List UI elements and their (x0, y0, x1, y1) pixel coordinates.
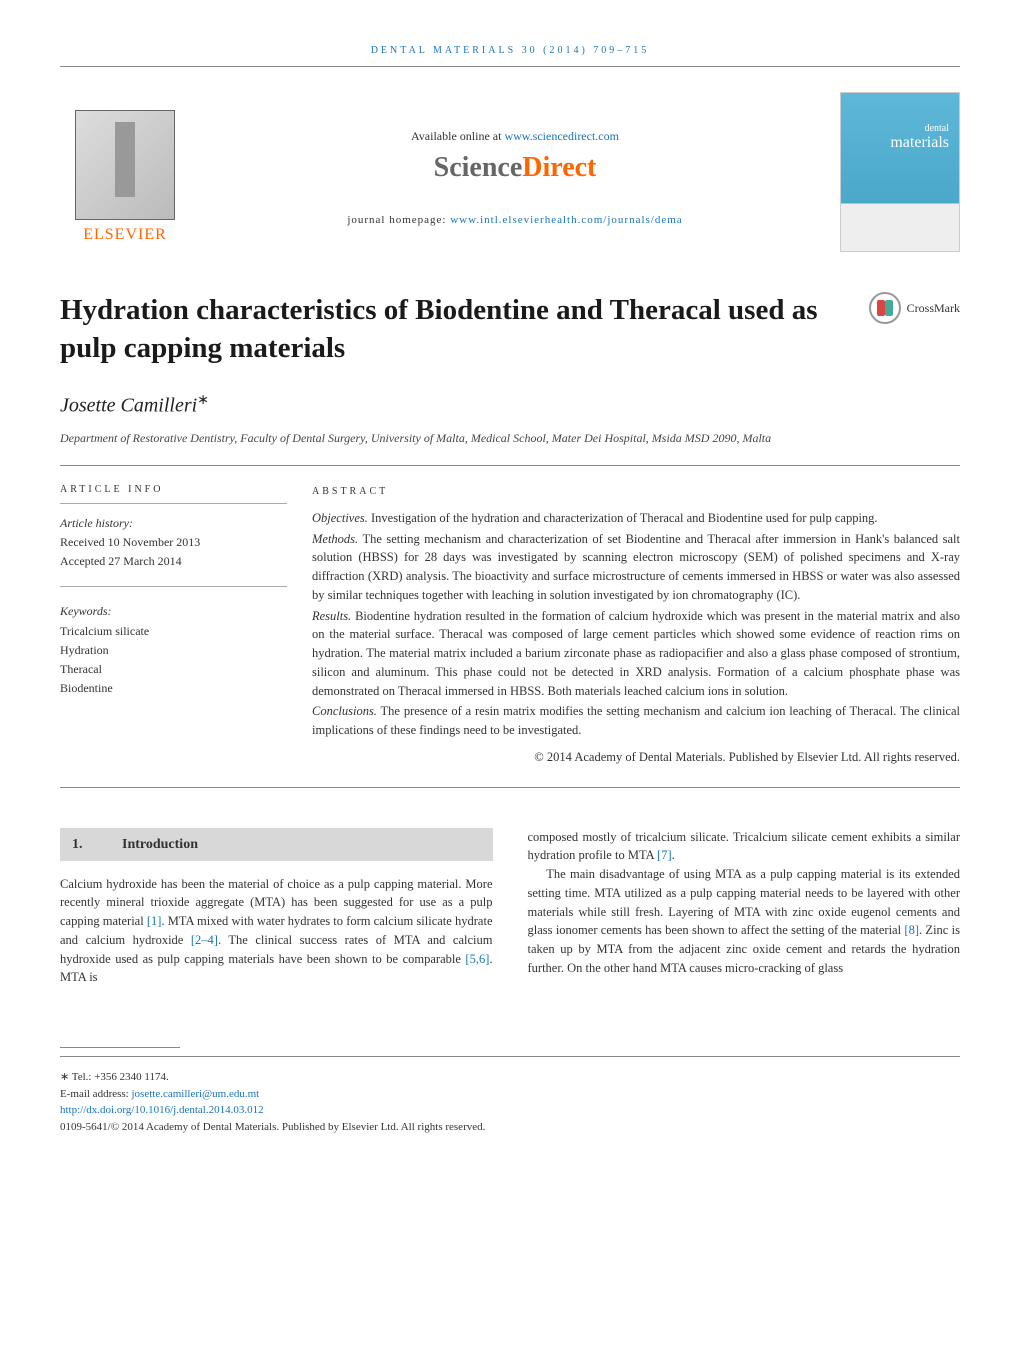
citation-link[interactable]: [7] (657, 848, 672, 862)
keyword-item: Theracal (60, 660, 287, 679)
title-row: Hydration characteristics of Biodentine … (60, 292, 960, 367)
sd-science: Science (434, 152, 523, 183)
journal-homepage-url[interactable]: www.intl.elsevierhealth.com/journals/dem… (450, 214, 682, 226)
abstract-heading: ABSTRACT (312, 484, 960, 499)
body-paragraph: composed mostly of tricalcium silicate. … (528, 828, 961, 866)
footnote-rule (60, 1047, 180, 1048)
section-number: 1. (72, 834, 122, 855)
methods-text: The setting mechanism and characterizati… (312, 532, 960, 602)
elsevier-wordmark: ELSEVIER (83, 226, 167, 244)
crossmark-label: CrossMark (907, 301, 960, 316)
running-header: dental materials 30 (2014) 709–715 (60, 45, 960, 67)
email-label: E-mail address: (60, 1088, 129, 1100)
abstract-methods: Methods. The setting mechanism and chara… (312, 530, 960, 605)
abstract-copyright: © 2014 Academy of Dental Materials. Publ… (312, 748, 960, 767)
body-paragraph: The main disadvantage of using MTA as a … (528, 865, 961, 978)
objectives-text: Investigation of the hydration and chara… (371, 511, 878, 525)
section-title: Introduction (122, 834, 198, 855)
header-center: Available online at www.sciencedirect.co… (190, 92, 840, 262)
body-paragraph: Calcium hydroxide has been the material … (60, 875, 493, 988)
body-text: . (672, 848, 675, 862)
body-column-right: composed mostly of tricalcium silicate. … (528, 828, 961, 988)
methods-label: Methods. (312, 532, 358, 546)
author-affiliation: Department of Restorative Dentistry, Fac… (60, 430, 960, 447)
citation-link[interactable]: [2–4] (191, 933, 218, 947)
journal-header: ELSEVIER Available online at www.science… (60, 92, 960, 262)
sciencedirect-url[interactable]: www.sciencedirect.com (504, 129, 619, 143)
author-asterisk: ∗ (197, 393, 209, 408)
author-text: Josette Camilleri (60, 395, 197, 417)
citation-link[interactable]: [8] (904, 923, 919, 937)
author-name: Josette Camilleri∗ (60, 392, 960, 418)
citation-link[interactable]: [5,6] (465, 952, 489, 966)
body-columns: 1. Introduction Calcium hydroxide has be… (60, 828, 960, 988)
cover-materials: materials (890, 134, 949, 152)
abstract-column: ABSTRACT Objectives. Investigation of th… (312, 484, 960, 769)
cover-title: dental materials (890, 123, 949, 152)
abstract-results: Results. Biodentine hydration resulted i… (312, 607, 960, 701)
article-info-column: ARTICLE INFO Article history: Received 1… (60, 484, 312, 769)
footer: ∗ Tel.: +356 2340 1174. E-mail address: … (60, 1056, 960, 1135)
article-info-heading: ARTICLE INFO (60, 484, 287, 504)
history-label: Article history: (60, 514, 287, 533)
elsevier-logo-block: ELSEVIER (60, 92, 190, 262)
sd-direct: Direct (522, 152, 596, 183)
doi-link[interactable]: http://dx.doi.org/10.1016/j.dental.2014.… (60, 1102, 960, 1119)
results-label: Results. (312, 609, 351, 623)
article-history-block: Article history: Received 10 November 20… (60, 514, 287, 588)
journal-cover-thumbnail: dental materials (840, 92, 960, 252)
body-text: The main disadvantage of using MTA as a … (528, 867, 961, 937)
citation-link[interactable]: [1] (147, 914, 162, 928)
cover-dental: dental (890, 123, 949, 134)
results-text: Biodentine hydration resulted in the for… (312, 609, 960, 698)
available-online-label: Available online at (411, 129, 501, 143)
keywords-block: Keywords: Tricalcium silicate Hydration … (60, 602, 287, 713)
body-column-left: 1. Introduction Calcium hydroxide has be… (60, 828, 493, 988)
keyword-item: Tricalcium silicate (60, 622, 287, 641)
accepted-line: Accepted 27 March 2014 (60, 552, 287, 571)
page-container: dental materials 30 (2014) 709–715 ELSEV… (0, 0, 1020, 1180)
elsevier-tree-icon (75, 110, 175, 220)
available-online-line: Available online at www.sciencedirect.co… (411, 129, 619, 144)
keywords-list: Tricalcium silicate Hydration Theracal B… (60, 622, 287, 699)
crossmark-badge[interactable]: CrossMark (869, 292, 960, 324)
journal-homepage-label: journal homepage: (347, 214, 446, 226)
footer-copyright: 0109-5641/© 2014 Academy of Dental Mater… (60, 1119, 960, 1136)
keywords-label: Keywords: (60, 602, 287, 621)
info-abstract-row: ARTICLE INFO Article history: Received 1… (60, 465, 960, 788)
keyword-item: Biodentine (60, 679, 287, 698)
section-heading: 1. Introduction (60, 828, 493, 861)
sciencedirect-logo[interactable]: ScienceDirect (434, 152, 597, 184)
conclusions-text: The presence of a resin matrix modifies … (312, 704, 960, 737)
journal-homepage-line: journal homepage: www.intl.elsevierhealt… (347, 214, 682, 226)
email-line: E-mail address: josette.camilleri@um.edu… (60, 1086, 960, 1103)
corresponding-tel: ∗ Tel.: +356 2340 1174. (60, 1069, 960, 1086)
conclusions-label: Conclusions. (312, 704, 377, 718)
keyword-item: Hydration (60, 641, 287, 660)
objectives-label: Objectives. (312, 511, 368, 525)
abstract-conclusions: Conclusions. The presence of a resin mat… (312, 702, 960, 740)
abstract-objectives: Objectives. Investigation of the hydrati… (312, 509, 960, 528)
body-text: composed mostly of tricalcium silicate. … (528, 830, 961, 863)
crossmark-icon (869, 292, 901, 324)
article-title: Hydration characteristics of Biodentine … (60, 292, 849, 367)
email-link[interactable]: josette.camilleri@um.edu.mt (131, 1088, 259, 1100)
received-line: Received 10 November 2013 (60, 533, 287, 552)
